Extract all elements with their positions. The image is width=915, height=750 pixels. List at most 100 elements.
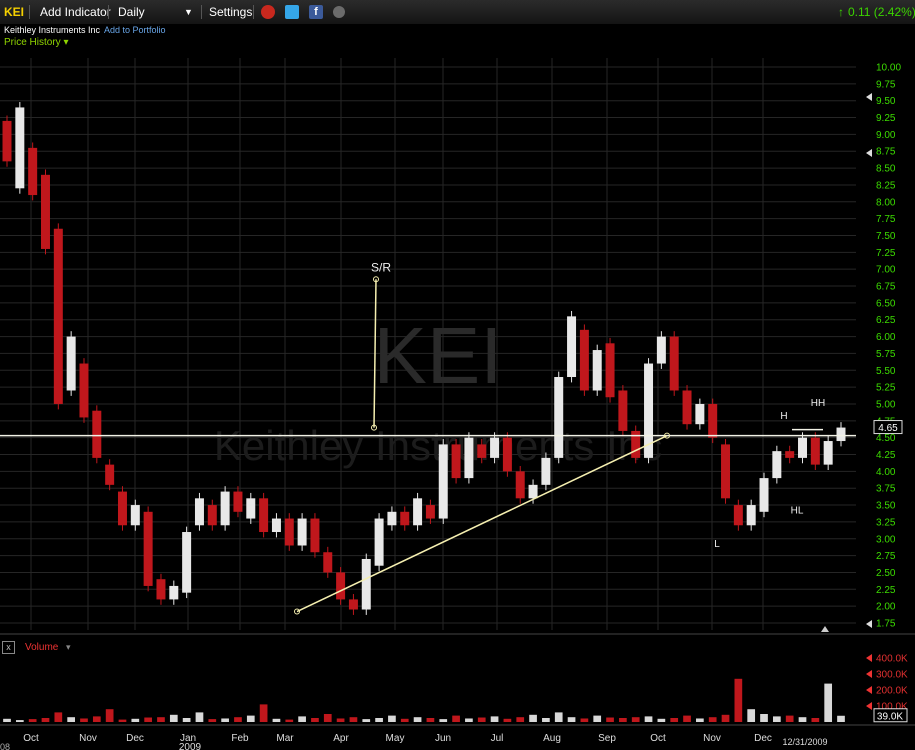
price-tick-label: 9.50 bbox=[876, 96, 896, 107]
candle-body bbox=[605, 343, 615, 398]
volume-bar bbox=[465, 718, 473, 722]
candles bbox=[2, 102, 846, 615]
sr-pointer-end bbox=[373, 276, 379, 283]
chevron-down-icon[interactable]: ▾ bbox=[66, 642, 71, 652]
volume-bar bbox=[734, 678, 743, 722]
candle-body bbox=[361, 558, 371, 610]
close-icon[interactable]: x bbox=[2, 641, 15, 654]
candle-body bbox=[348, 599, 358, 610]
volume-bar bbox=[285, 719, 294, 722]
volume-bar bbox=[54, 712, 63, 722]
year-label: 2009 bbox=[179, 742, 202, 750]
divider bbox=[108, 5, 109, 19]
candle-body bbox=[41, 174, 50, 249]
volume-bar bbox=[747, 709, 756, 722]
candle-body bbox=[836, 427, 846, 442]
candle-body bbox=[592, 350, 602, 391]
volume-bar bbox=[529, 714, 537, 722]
volume-bar bbox=[593, 715, 602, 722]
candle-body bbox=[541, 457, 551, 485]
volume-bar bbox=[311, 718, 319, 722]
price-tick-label: 6.25 bbox=[876, 315, 896, 326]
candle-body bbox=[156, 579, 166, 600]
price-tick-label: 1.75 bbox=[876, 619, 896, 630]
add-indicator-button[interactable]: Add Indicator bbox=[40, 5, 111, 19]
divider bbox=[201, 5, 202, 19]
price-history-label[interactable]: Price History ▾ bbox=[4, 37, 69, 48]
month-tick-label: Oct bbox=[650, 733, 666, 744]
price-change: 0.11 (2.42%) bbox=[848, 5, 915, 19]
annotation-label: L bbox=[714, 539, 720, 550]
period-select[interactable]: Daily bbox=[118, 5, 145, 19]
candle-body bbox=[810, 437, 820, 465]
volume-bar bbox=[272, 718, 281, 722]
month-tick-label: Apr bbox=[333, 733, 349, 744]
price-tick-label: 5.25 bbox=[876, 383, 896, 394]
date-label: 12/31/2009 bbox=[782, 737, 827, 747]
volume-bar bbox=[721, 714, 730, 722]
candle-body bbox=[53, 228, 63, 404]
candle-body bbox=[310, 518, 320, 553]
candle-body bbox=[490, 437, 500, 458]
candle-body bbox=[477, 444, 487, 458]
volume-bar bbox=[3, 718, 11, 722]
candle-body bbox=[336, 572, 346, 600]
price-tick-label: 10.00 bbox=[876, 63, 901, 74]
twitter-icon[interactable] bbox=[285, 5, 299, 19]
trendline-end bbox=[664, 432, 670, 439]
candle-body bbox=[79, 363, 89, 418]
volume-bar bbox=[426, 718, 435, 722]
volume-bar bbox=[619, 718, 627, 722]
volume-bar bbox=[208, 719, 217, 722]
annotation-label: HL bbox=[791, 506, 804, 517]
candle-body bbox=[669, 336, 679, 391]
volume-bar bbox=[41, 718, 50, 722]
volume-label[interactable]: Volume bbox=[25, 642, 59, 653]
volume-bar bbox=[670, 718, 679, 722]
volume-bar bbox=[567, 717, 576, 722]
last-volume-label: 39.0K bbox=[877, 711, 903, 722]
annotation-label: H bbox=[780, 411, 787, 422]
candle-body bbox=[207, 505, 217, 526]
volume-bar bbox=[657, 718, 666, 722]
scroll-arrow-icon bbox=[866, 93, 872, 101]
candle-body bbox=[515, 471, 525, 499]
volume-bar bbox=[157, 717, 165, 722]
settings-button[interactable]: Settings bbox=[209, 5, 253, 19]
volume-bar bbox=[811, 718, 820, 722]
volume-axis: 100.0K 200.0K 300.0K 400.0K 39.0K bbox=[866, 654, 908, 723]
price-tick-label: 6.75 bbox=[876, 282, 896, 293]
volume-bar bbox=[490, 716, 499, 722]
volume-bar bbox=[234, 717, 242, 722]
candle-body bbox=[579, 329, 589, 391]
grid bbox=[0, 58, 915, 726]
alarm-clock-icon[interactable] bbox=[261, 5, 275, 19]
candle-body bbox=[130, 505, 140, 526]
candle-body bbox=[259, 498, 269, 533]
volume-bar bbox=[760, 714, 768, 722]
month-tick-label: Nov bbox=[703, 733, 721, 744]
chevron-down-icon[interactable]: ▼ bbox=[184, 7, 193, 17]
month-tick-label: Jul bbox=[491, 733, 504, 744]
facebook-icon[interactable]: f bbox=[309, 5, 323, 19]
volume-tick-label: 400.0K bbox=[876, 654, 908, 665]
divider bbox=[29, 5, 30, 19]
candle-body bbox=[220, 491, 230, 526]
price-tick-label: 4.00 bbox=[876, 467, 896, 478]
volume-bar bbox=[824, 683, 833, 722]
annotation-label: S/R bbox=[371, 260, 391, 274]
price-tick-label: 8.25 bbox=[876, 180, 896, 191]
candle-body bbox=[105, 464, 115, 485]
annotation-label: HH bbox=[811, 398, 825, 409]
candle-body bbox=[323, 552, 333, 573]
add-to-portfolio-link[interactable]: Add to Portfolio bbox=[104, 25, 166, 35]
binoculars-icon[interactable] bbox=[333, 6, 345, 18]
scroll-arrow-icon bbox=[866, 686, 872, 694]
scroll-arrow-icon bbox=[866, 620, 872, 628]
price-tick-label: 4.25 bbox=[876, 450, 896, 461]
volume-bar bbox=[182, 718, 191, 722]
ticker-symbol[interactable]: KEI bbox=[4, 5, 25, 19]
candle-body bbox=[759, 478, 769, 512]
candle-body bbox=[682, 390, 692, 425]
